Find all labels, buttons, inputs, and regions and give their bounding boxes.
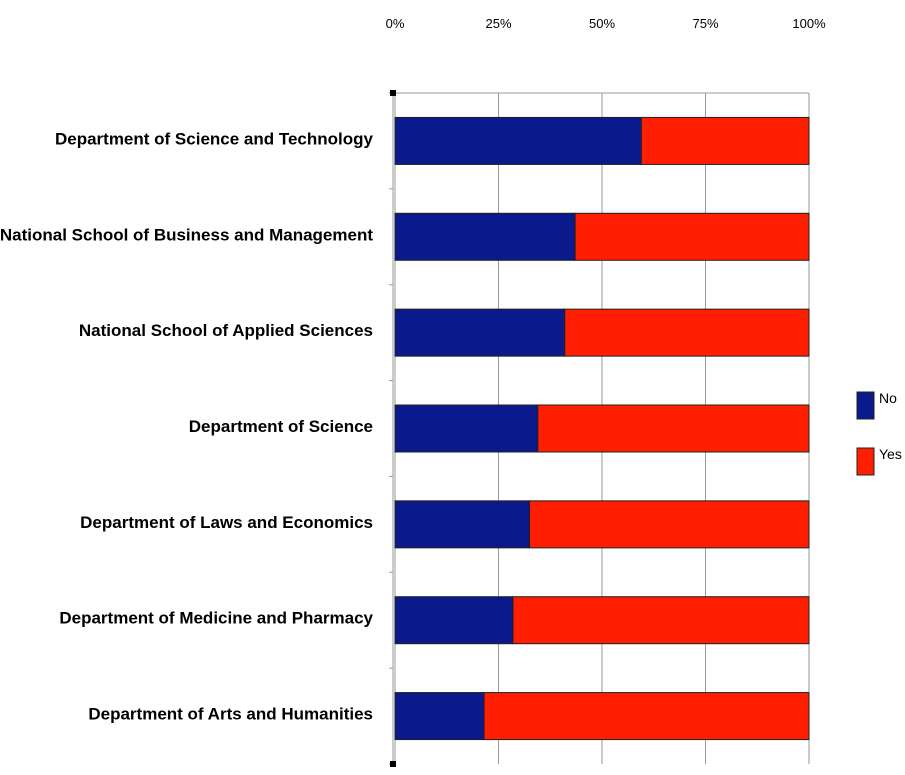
bar-segment-yes (640, 116, 810, 165)
y-axis (389, 90, 396, 767)
bar-segment-yes (564, 308, 810, 357)
x-axis-ticks: 0% 25% 50% 75% 100% (386, 16, 826, 31)
category-label: Department of Laws and Economics (80, 513, 373, 532)
x-tick-label: 50% (589, 16, 615, 31)
category-label: National School of Applied Sciences (79, 321, 373, 340)
bar-segment-no (394, 308, 566, 357)
bar-segment-yes (512, 596, 810, 645)
category-labels: Department of Science and Technology Nati… (0, 129, 374, 723)
bar-segment-no (394, 212, 576, 261)
bar-segment-no (394, 116, 642, 165)
x-tick-label: 75% (692, 16, 718, 31)
bars (394, 116, 810, 741)
legend-swatch-yes (856, 447, 875, 476)
category-label: Department of Science and Technology (55, 129, 374, 148)
bar-segment-yes (574, 212, 810, 261)
x-tick-label: 25% (485, 16, 511, 31)
bar-segment-yes (529, 500, 810, 549)
legend-swatch-no (856, 391, 875, 420)
bar-segment-no (394, 692, 485, 741)
category-label: Department of Medicine and Pharmacy (59, 609, 373, 628)
category-label: Department of Science (189, 417, 373, 436)
axis-end-marker (390, 761, 396, 767)
legend: No Yes (856, 390, 902, 476)
x-tick-label: 100% (792, 16, 826, 31)
bar-segment-no (394, 404, 539, 453)
axis-end-marker (390, 90, 396, 96)
bar-segment-no (394, 596, 514, 645)
category-label: National School of Business and Manageme… (0, 225, 373, 244)
x-tick-label: 0% (386, 16, 405, 31)
category-label: Department of Arts and Humanities (88, 705, 373, 724)
bar-segment-yes (483, 692, 810, 741)
legend-label-yes: Yes (879, 446, 902, 462)
legend-label-no: No (879, 390, 897, 406)
bar-segment-yes (537, 404, 810, 453)
bar-segment-no (394, 500, 531, 549)
